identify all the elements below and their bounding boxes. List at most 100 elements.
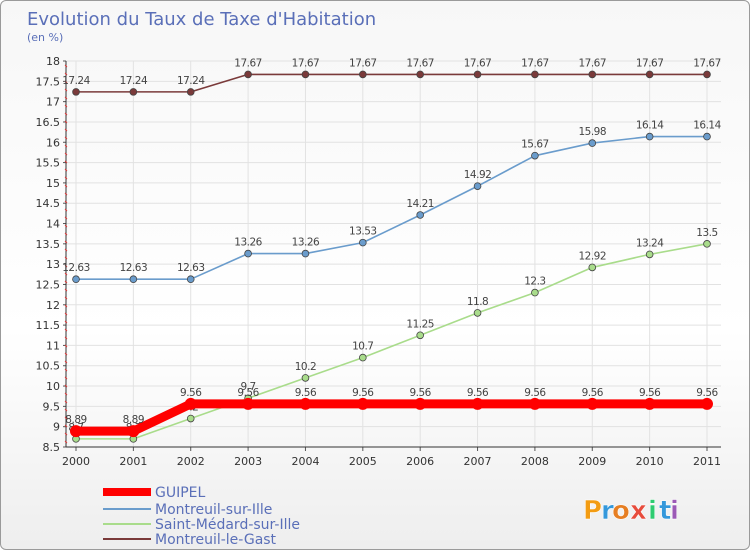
y-tick-label: 14 bbox=[46, 218, 60, 231]
y-tick-label: 13.5 bbox=[36, 238, 61, 251]
data-label: 17.24 bbox=[120, 75, 148, 87]
data-point bbox=[703, 240, 711, 248]
data-label: 13.26 bbox=[292, 237, 320, 249]
axis-dash bbox=[64, 320, 68, 324]
data-label: 13.53 bbox=[349, 226, 377, 238]
logo-letter: i bbox=[670, 496, 679, 526]
data-label: 9.56 bbox=[409, 387, 431, 399]
axis-dash bbox=[64, 144, 68, 148]
data-label: 17.67 bbox=[464, 57, 492, 69]
series-line bbox=[76, 73, 707, 93]
axis-dash bbox=[64, 152, 68, 156]
axis-dash bbox=[64, 416, 68, 420]
data-point bbox=[701, 397, 713, 410]
data-point bbox=[301, 374, 310, 382]
x-tick-label: 2003 bbox=[234, 455, 262, 468]
axis-dash bbox=[64, 368, 68, 372]
data-point bbox=[186, 275, 195, 283]
data-point bbox=[531, 288, 539, 297]
data-point bbox=[645, 250, 654, 259]
axis-dash bbox=[64, 232, 68, 236]
data-point bbox=[186, 414, 195, 423]
data-label: 9.56 bbox=[696, 387, 718, 399]
y-tick-label: 10 bbox=[46, 380, 60, 393]
data-label: 12.63 bbox=[62, 262, 90, 274]
axis-dash bbox=[64, 344, 68, 348]
logo-letter: r bbox=[601, 496, 614, 526]
axis-dash bbox=[64, 240, 68, 244]
series-montreuil-sur-ille: 12.63 12.63 12.63 13.26 13.26 13.53 14.21 14.92… bbox=[62, 120, 722, 283]
y-tick-label: 17 bbox=[46, 96, 60, 109]
data-point bbox=[242, 397, 255, 410]
x-tick-label: 2008 bbox=[521, 455, 549, 468]
data-label: 17.24 bbox=[177, 75, 205, 87]
axis-dash bbox=[64, 120, 68, 124]
data-point bbox=[359, 70, 367, 79]
series-group: 12.63 12.63 12.63 13.26 13.26 13.53 14.21 14.92… bbox=[62, 57, 722, 443]
x-tick-label: 2004 bbox=[291, 455, 319, 468]
axis-dash bbox=[64, 168, 68, 172]
chart-title: Evolution du Taux de Taxe d'Habitation bbox=[27, 9, 376, 30]
axis-dash bbox=[64, 424, 68, 428]
legend: GUIPELMontreuil-sur-IlleSaint-Médard-sur… bbox=[103, 485, 300, 548]
data-label: 12.63 bbox=[120, 262, 148, 274]
data-label: 15.67 bbox=[521, 139, 549, 151]
axis-dash bbox=[64, 264, 68, 268]
axis-dash bbox=[64, 384, 68, 388]
axis-dash bbox=[64, 280, 68, 284]
axis-dash bbox=[64, 104, 68, 108]
data-label: 9.56 bbox=[524, 387, 546, 399]
axis-dash bbox=[64, 224, 68, 228]
data-point bbox=[645, 132, 654, 141]
axis-dash bbox=[64, 360, 68, 364]
data-label: 9.56 bbox=[467, 387, 489, 399]
axes: 8.599.51010.51111.51212.51313.51414.5151… bbox=[36, 55, 721, 468]
data-label: 17.67 bbox=[406, 57, 434, 69]
series-line bbox=[76, 135, 707, 280]
axis-dash bbox=[64, 440, 68, 444]
data-point bbox=[528, 397, 541, 410]
y-tick-label: 10.5 bbox=[36, 360, 61, 373]
axis-dash bbox=[64, 80, 68, 84]
axis-dash bbox=[64, 96, 68, 100]
axis-dash bbox=[64, 376, 68, 380]
data-label: 17.67 bbox=[636, 57, 664, 69]
data-label: 13.5 bbox=[696, 227, 717, 239]
axis-dash bbox=[64, 128, 68, 132]
data-point bbox=[359, 353, 367, 362]
grid bbox=[66, 60, 721, 448]
data-label: 13.24 bbox=[636, 237, 664, 249]
x-tick-label: 2005 bbox=[349, 455, 377, 468]
data-point bbox=[72, 88, 80, 96]
data-label: 17.67 bbox=[349, 57, 377, 69]
data-label: 12.3 bbox=[524, 276, 545, 288]
data-label: 8.89 bbox=[65, 414, 86, 426]
data-label: 17.67 bbox=[292, 57, 320, 69]
data-label: 17.67 bbox=[234, 57, 262, 69]
y-tick-label: 11 bbox=[46, 339, 60, 352]
data-point bbox=[531, 70, 539, 79]
data-label: 10.7 bbox=[352, 341, 373, 353]
data-label: 16.14 bbox=[636, 120, 664, 132]
data-label: 11.25 bbox=[406, 318, 434, 330]
y-tick-label: 15.5 bbox=[36, 157, 61, 170]
x-tick-label: 2010 bbox=[636, 455, 664, 468]
series-guipel: 8.89 8.89 9.56 9.56 9.56 9.56 9.56 9.56 9.56 9.56… bbox=[65, 387, 719, 438]
axis-dash bbox=[64, 392, 68, 396]
axis-dash bbox=[64, 296, 68, 300]
axis-dash bbox=[64, 192, 68, 196]
y-tick-label: 17.5 bbox=[36, 75, 61, 88]
data-label: 12.63 bbox=[177, 262, 205, 274]
x-tick-label: 2001 bbox=[119, 455, 147, 468]
axis-dash bbox=[64, 328, 68, 332]
logo-letter: P bbox=[583, 496, 602, 526]
data-point bbox=[414, 397, 427, 410]
data-point bbox=[129, 275, 138, 283]
data-label: 9.7 bbox=[240, 381, 255, 393]
y-tick-label: 9.5 bbox=[43, 400, 61, 413]
data-label: 14.92 bbox=[464, 169, 492, 181]
data-point bbox=[72, 275, 80, 283]
x-tick-label: 2002 bbox=[177, 455, 205, 468]
data-point bbox=[184, 397, 197, 410]
